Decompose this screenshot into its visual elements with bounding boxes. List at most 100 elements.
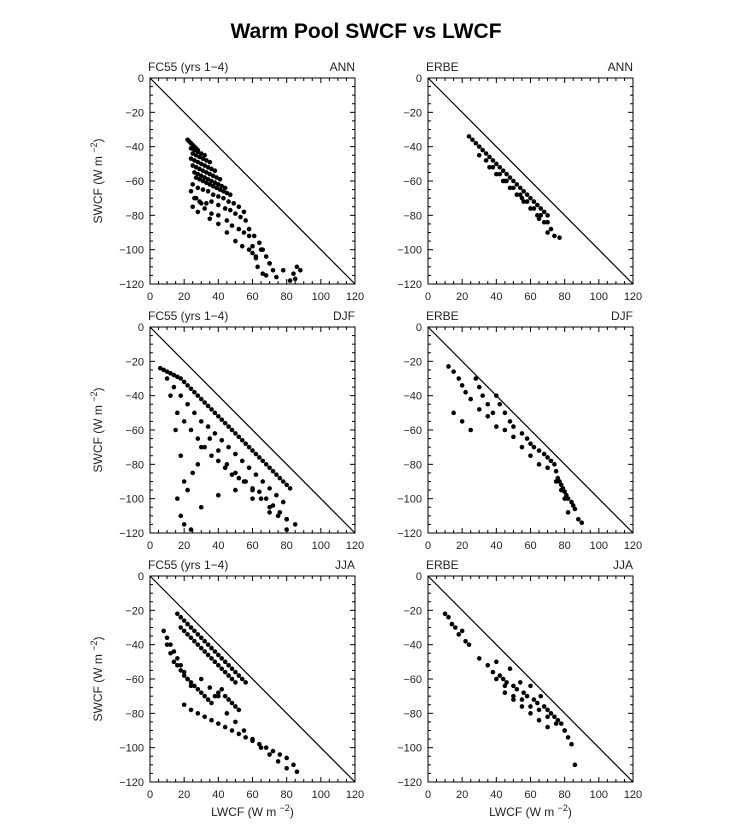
scatter-point [257, 741, 262, 747]
scatter-point [190, 204, 196, 210]
scatter-point [198, 419, 204, 424]
scatter-point [449, 621, 455, 627]
scatter-point [195, 462, 201, 467]
x-tick-label: 100 [590, 291, 608, 303]
scatter-point [202, 714, 207, 720]
scatter-point [202, 400, 207, 405]
scatter-point [229, 427, 235, 433]
scatter-point [536, 462, 542, 467]
scatter-point [178, 668, 184, 673]
scatter-point [243, 441, 248, 447]
x-tick-label: 20 [456, 291, 468, 303]
scatter-point [263, 496, 269, 501]
scatter-point [178, 376, 184, 381]
scatter-point [451, 410, 456, 416]
x-tick-label: 20 [178, 789, 190, 801]
scatter-point [198, 173, 204, 179]
y-tick-label: −60 [403, 176, 422, 188]
scatter-point [205, 642, 211, 647]
scatter-point [188, 146, 194, 151]
x-axis-label: LWCF (W m −2) [211, 803, 294, 819]
y-tick-label: −60 [403, 674, 422, 686]
scatter-point [190, 163, 196, 168]
scatter-point [181, 628, 187, 634]
scatter-point [216, 448, 221, 453]
scatter-point [195, 393, 201, 398]
scatter-point [541, 219, 547, 225]
scatter-point [185, 676, 190, 682]
scatter-point [541, 209, 547, 215]
scatter-point [214, 185, 219, 191]
scatter-point [558, 721, 564, 726]
scatter-point [500, 168, 506, 173]
scatter-point [233, 431, 238, 436]
x-tick-label: 0 [425, 291, 431, 303]
scatter-point [198, 645, 204, 651]
scatter-point [545, 219, 550, 225]
scatter-point [164, 635, 170, 641]
scatter-point [507, 185, 513, 191]
scatter-point [216, 662, 221, 668]
scatter-point [175, 410, 180, 416]
scatter-point [485, 413, 491, 419]
scatter-point [222, 724, 228, 730]
scatter-point [229, 223, 235, 228]
panel-left-label: ERBE [426, 309, 459, 323]
x-tick-label: 0 [147, 291, 153, 303]
scatter-point [564, 492, 569, 498]
scatter-point [521, 199, 526, 204]
scatter-point [468, 427, 474, 433]
y-tick-label: −20 [125, 605, 144, 617]
scatter-point [528, 206, 533, 211]
scatter-point [459, 628, 465, 634]
scatter-point [274, 492, 279, 498]
scatter-point [514, 192, 520, 198]
scatter-point [216, 202, 221, 208]
x-tick-label: 80 [559, 789, 571, 801]
scatter-point [243, 680, 248, 685]
scatter-point [267, 504, 272, 510]
panel-right-label: DJF [333, 309, 355, 323]
x-tick-label: 100 [590, 540, 608, 552]
scatter-point [536, 448, 542, 453]
x-tick-label: 100 [312, 789, 330, 801]
scatter-point [185, 383, 190, 388]
scatter-point [216, 721, 221, 726]
scatter-point [552, 462, 557, 467]
scatter-point [565, 735, 571, 740]
panels: 0 20 40 60 80 100 120 0 −20 −40 −60 −80 −100 −120 FC55… [89, 60, 642, 819]
scatter-point [181, 479, 187, 484]
scatter-point [466, 134, 472, 139]
scatter-point [562, 489, 567, 495]
x-tick-label: 100 [590, 789, 608, 801]
scatter-point [275, 759, 281, 764]
scatter-point [251, 233, 257, 239]
scatter-point [490, 669, 496, 675]
panel-left-label: ERBE [426, 558, 459, 572]
x-tick-label: 40 [490, 291, 502, 303]
scatter-point [446, 364, 451, 369]
scatter-point [557, 479, 562, 484]
scatter-point [192, 410, 197, 416]
scatter-point [280, 499, 286, 505]
scatter-point [193, 164, 199, 170]
scatter-point [209, 407, 214, 412]
y-tick-label: 0 [138, 571, 144, 583]
scatter-point [161, 628, 166, 634]
x-tick-label: 40 [212, 540, 224, 552]
scatter-point [233, 704, 238, 709]
scatter-point [241, 230, 247, 235]
scatter-point [229, 728, 235, 733]
panel-3: 0 20 40 60 80 100 120 0 −20 −40 −60 −80 −100 −120 FC55… [89, 309, 364, 552]
scatter-point [171, 384, 177, 390]
scatter-point [202, 163, 207, 168]
scatter-point [197, 166, 202, 172]
scatter-point [485, 401, 491, 407]
scatter-point [181, 669, 187, 675]
scatter-point [175, 374, 180, 380]
scatter-point [198, 676, 204, 682]
scatter-point [200, 178, 206, 184]
scatter-point [216, 690, 221, 696]
scatter-point [270, 267, 276, 273]
panel-right-label: ANN [330, 60, 355, 74]
